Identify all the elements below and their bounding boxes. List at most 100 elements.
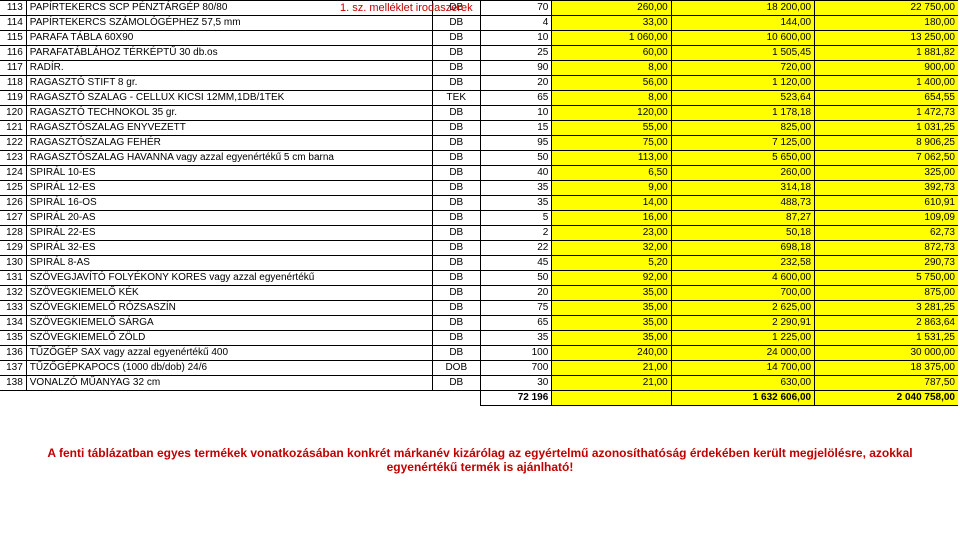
cell: TEK xyxy=(432,91,480,106)
table-row: 135SZÖVEGKIEMELŐ ZÖLDDB3535,001 225,001 … xyxy=(0,331,958,346)
cell: DB xyxy=(432,151,480,166)
table-row: 114PAPÍRTEKERCS SZÁMOLÓGÉPHEZ 57,5 mmDB4… xyxy=(0,16,958,31)
cell: RAGASZTÓSZALAG HAVANNA vagy azzal egyené… xyxy=(26,151,432,166)
cell: 127 xyxy=(0,211,26,226)
cell: SZÖVEGKIEMELŐ RÓZSASZÍN xyxy=(26,301,432,316)
cell: 8,00 xyxy=(552,91,671,106)
cell: 137 xyxy=(0,361,26,376)
cell: DOB xyxy=(432,361,480,376)
cell: 126 xyxy=(0,196,26,211)
cell: SZÖVEGKIEMELŐ KÉK xyxy=(26,286,432,301)
cell: 35,00 xyxy=(552,331,671,346)
cell: DB xyxy=(432,121,480,136)
cell: 8,00 xyxy=(552,61,671,76)
cell: RAGASZTÓ SZALAG - CELLUX KICSI 12MM,1DB/… xyxy=(26,91,432,106)
cell: 120 xyxy=(0,106,26,121)
cell: 180,00 xyxy=(815,16,958,31)
cell: 20 xyxy=(480,76,552,91)
cell: 35 xyxy=(480,196,552,211)
cell: 135 xyxy=(0,331,26,346)
table-row: 125SPIRÁL 12-ESDB359,00314,18392,73 xyxy=(0,181,958,196)
cell: DB xyxy=(432,226,480,241)
cell: 95 xyxy=(480,136,552,151)
cell: SPIRÁL 16-OS xyxy=(26,196,432,211)
cell: 22 750,00 xyxy=(815,1,958,16)
cell: DB xyxy=(432,316,480,331)
cell xyxy=(0,391,26,406)
table-row: 124SPIRÁL 10-ESDB406,50260,00325,00 xyxy=(0,166,958,181)
table-row: 131SZÖVEGJAVÍTÓ FOLYÉKONY KORES vagy azz… xyxy=(0,271,958,286)
page-wrap: 1. sz. melléklet irodaszerek 113PAPÍRTEK… xyxy=(0,0,960,474)
cell xyxy=(432,391,480,406)
cell: 4 xyxy=(480,16,552,31)
cell: DB xyxy=(432,346,480,361)
cell: 240,00 xyxy=(552,346,671,361)
cell: RAGASZTÓSZALAG FEHÉR xyxy=(26,136,432,151)
cell: 1 031,25 xyxy=(815,121,958,136)
cell: 488,73 xyxy=(671,196,814,211)
cell: 125 xyxy=(0,181,26,196)
cell: 825,00 xyxy=(671,121,814,136)
cell: 119 xyxy=(0,91,26,106)
cell: 654,55 xyxy=(815,91,958,106)
cell: 260,00 xyxy=(552,1,671,16)
cell: 18 200,00 xyxy=(671,1,814,16)
cell: 40 xyxy=(480,166,552,181)
cell: PARAFATÁBLÁHOZ TÉRKÉPTŰ 30 db.os xyxy=(26,46,432,61)
cell: 32,00 xyxy=(552,241,671,256)
cell: 314,18 xyxy=(671,181,814,196)
cell: 30 xyxy=(480,376,552,391)
cell: 56,00 xyxy=(552,76,671,91)
table-row: 122RAGASZTÓSZALAG FEHÉRDB9575,007 125,00… xyxy=(0,136,958,151)
table-row: 113PAPÍRTEKERCS SCP PÉNZTÁRGÉP 80/80DB70… xyxy=(0,1,958,16)
cell: 87,27 xyxy=(671,211,814,226)
cell: 610,91 xyxy=(815,196,958,211)
cell: SZÖVEGKIEMELŐ ZÖLD xyxy=(26,331,432,346)
cell: 2 xyxy=(480,226,552,241)
cell: 10 xyxy=(480,106,552,121)
cell: 20 xyxy=(480,286,552,301)
cell: 10 600,00 xyxy=(671,31,814,46)
cell: DB xyxy=(432,256,480,271)
cell: 138 xyxy=(0,376,26,391)
cell: 5,20 xyxy=(552,256,671,271)
cell: DB xyxy=(432,286,480,301)
cell: DB xyxy=(432,211,480,226)
cell: PAPÍRTEKERCS SZÁMOLÓGÉPHEZ 57,5 mm xyxy=(26,16,432,31)
cell: SPIRÁL 32-ES xyxy=(26,241,432,256)
cell: 50 xyxy=(480,271,552,286)
cell: 124 xyxy=(0,166,26,181)
cell: 116 xyxy=(0,46,26,61)
cell: 113,00 xyxy=(552,151,671,166)
cell: 120,00 xyxy=(552,106,671,121)
cell: 23,00 xyxy=(552,226,671,241)
cell: 290,73 xyxy=(815,256,958,271)
cell: SPIRÁL 20-AS xyxy=(26,211,432,226)
cell: 21,00 xyxy=(552,361,671,376)
cell: 121 xyxy=(0,121,26,136)
cell: 55,00 xyxy=(552,121,671,136)
table-row: 136TŰZŐGÉP SAX vagy azzal egyenértékű 40… xyxy=(0,346,958,361)
cell: DB xyxy=(432,301,480,316)
cell: VONALZÓ MŰANYAG 32 cm xyxy=(26,376,432,391)
cell: DB xyxy=(432,46,480,61)
cell: RADÍR. xyxy=(26,61,432,76)
cell: 392,73 xyxy=(815,181,958,196)
cell: SZÖVEGJAVÍTÓ FOLYÉKONY KORES vagy azzal … xyxy=(26,271,432,286)
cell: 129 xyxy=(0,241,26,256)
cell: SPIRÁL 8-AS xyxy=(26,256,432,271)
cell: 123 xyxy=(0,151,26,166)
cell: SPIRÁL 12-ES xyxy=(26,181,432,196)
cell: 22 xyxy=(480,241,552,256)
cell: 30 000,00 xyxy=(815,346,958,361)
cell: 75,00 xyxy=(552,136,671,151)
table-row: 126SPIRÁL 16-OSDB3514,00488,73610,91 xyxy=(0,196,958,211)
cell xyxy=(26,391,432,406)
cell: DB xyxy=(432,61,480,76)
cell: 700,00 xyxy=(671,286,814,301)
cell: 65 xyxy=(480,316,552,331)
cell: SPIRÁL 10-ES xyxy=(26,166,432,181)
cell: 133 xyxy=(0,301,26,316)
cell: 35,00 xyxy=(552,316,671,331)
cell: 113 xyxy=(0,1,26,16)
